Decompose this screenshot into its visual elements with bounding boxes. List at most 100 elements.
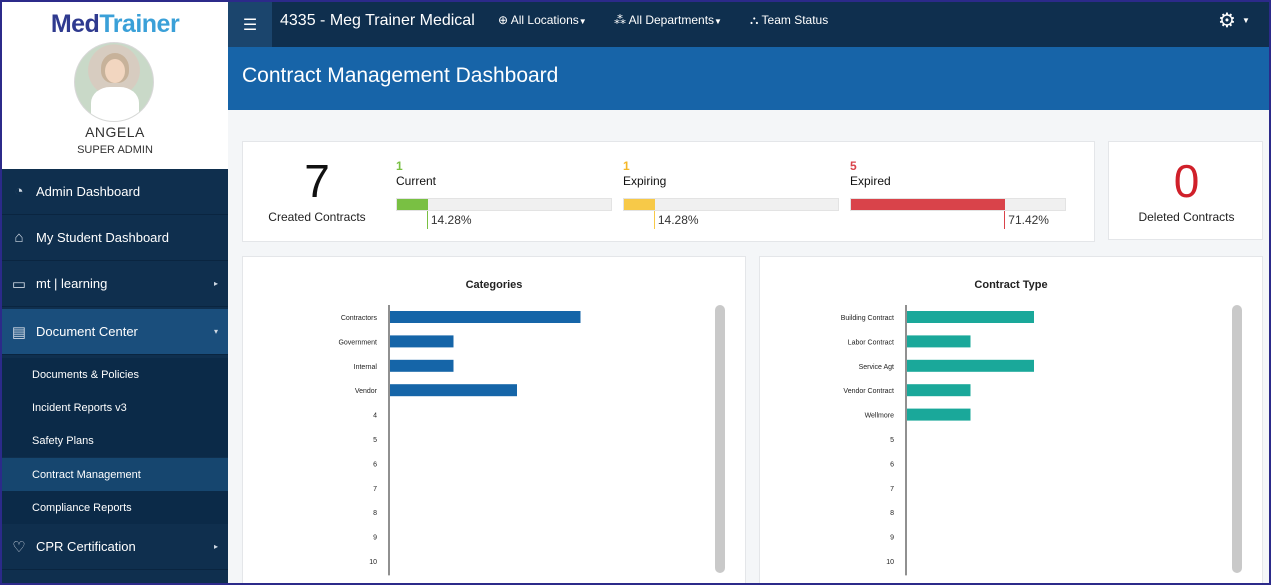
user-role: SUPER ADMIN (77, 144, 153, 156)
expiring-progress-fill (624, 199, 655, 210)
contract-type-tick-label: Vendor Contract (843, 388, 894, 395)
graduation-cap-icon: ⌂ (14, 229, 24, 246)
caret-down-icon: ▼ (578, 17, 587, 26)
contract-type-chart-card: Contract Type Building Contract Labor Con… (759, 256, 1263, 583)
categories-tick-label: 4 (373, 413, 377, 420)
locations-dropdown[interactable]: ⊕ All Locations▼ (498, 13, 587, 27)
sidebar-item-label: Admin Dashboard (36, 184, 141, 199)
categories-chart-scrollbar[interactable] (715, 305, 725, 573)
chevron-right-icon: ▸ (214, 542, 219, 551)
contract-type-tick-label: Service Agt (859, 364, 894, 371)
categories-tick-label: Internal (354, 364, 378, 371)
sidebar-item-mt-learning[interactable]: ▭ mt | learning ▸ (2, 261, 228, 307)
current-progress-tick (426, 211, 428, 229)
chevron-right-icon: ▸ (214, 279, 219, 288)
sidebar-item-label: Document Center (36, 324, 138, 339)
contract-type-bar[interactable] (907, 335, 971, 348)
app-logo[interactable]: MedTrainer (2, 10, 228, 39)
contract-type-tick-label: 8 (890, 510, 894, 517)
sidebar-item-admin-dashboard[interactable]: ◔ Admin Dashboard (2, 169, 228, 215)
expiring-count: 1 (623, 159, 630, 173)
page-header: Contract Management Dashboard (228, 47, 1269, 110)
avatar[interactable] (74, 42, 154, 122)
globe-icon: ⊕ (498, 13, 509, 27)
sidebar-item-label: My Student Dashboard (36, 230, 169, 245)
locations-label: All Locations (510, 13, 579, 27)
expiring-percent: 14.28% (657, 213, 699, 227)
expiring-progress-bar (623, 198, 839, 211)
created-contracts-label: Created Contracts (268, 210, 366, 224)
contract-type-bar[interactable] (907, 384, 971, 397)
heart-pulse-icon: ♡ (12, 538, 26, 556)
contract-type-chart-scrollbar[interactable] (1232, 305, 1242, 573)
expired-progress-tick (1004, 211, 1006, 229)
categories-tick-label: Vendor (355, 388, 378, 395)
contract-type-bar[interactable] (907, 311, 1034, 323)
expired-count: 5 (850, 159, 857, 173)
deleted-contracts-card: 0 Deleted Contracts (1108, 141, 1263, 240)
current-progress-bar (396, 198, 612, 211)
expiring-progress-tick (653, 211, 655, 229)
categories-bar[interactable] (390, 335, 454, 348)
contract-type-bar[interactable] (907, 359, 1034, 372)
top-navbar: ☰ 4335 - Meg Trainer Medical ⊕ All Locat… (228, 2, 1269, 47)
avatar-body (91, 87, 139, 121)
sidebar-subitem-incident-reports[interactable]: Incident Reports v3 (2, 391, 228, 424)
team-status-link[interactable]: ⛬ Team Status (750, 13, 828, 28)
categories-tick-label: Contractors (341, 315, 378, 322)
current-percent: 14.28% (430, 213, 472, 227)
departments-dropdown[interactable]: ⁂ All Departments▼ (614, 13, 722, 27)
hamburger-menu-button[interactable]: ☰ (228, 2, 272, 47)
sidebar-item-document-center[interactable]: ▤ Document Center ▾ (2, 309, 228, 355)
expiring-label: Expiring (623, 174, 667, 188)
categories-bar[interactable] (390, 384, 517, 397)
categories-tick-label: Government (338, 339, 377, 346)
contract-type-tick-label: Labor Contract (848, 339, 894, 346)
current-progress-fill (397, 199, 428, 210)
contract-type-tick-label: Wellmore (865, 413, 895, 420)
sidebar-item-cpr-certification[interactable]: ♡ CPR Certification ▸ (2, 524, 228, 570)
contract-type-tick-label: Building Contract (841, 315, 894, 322)
sidebar-subitem-contract-management[interactable]: Contract Management (2, 458, 228, 491)
caret-down-icon: ▼ (714, 17, 722, 26)
categories-tick-label: 5 (373, 437, 377, 444)
main-content: 7 Created Contracts 1 Current 14.28% 1 E… (228, 110, 1269, 583)
current-label: Current (396, 174, 437, 188)
categories-chart-title: Categories (465, 279, 523, 291)
categories-tick-label: 6 (373, 461, 377, 468)
expired-percent: 71.42% (1008, 213, 1049, 227)
caret-down-icon[interactable]: ▼ (1242, 16, 1250, 25)
categories-bar[interactable] (390, 311, 581, 323)
categories-tick-label: 7 (373, 486, 377, 493)
profile-panel: MedTrainer ANGELA SUPER ADMIN (2, 2, 228, 169)
logo-part-trainer: Trainer (99, 10, 180, 38)
user-name: ANGELA (85, 124, 145, 140)
book-icon: ▭ (11, 275, 27, 293)
avatar-face (105, 59, 125, 83)
categories-tick-label: 9 (373, 535, 377, 542)
contract-type-chart: Building Contract Labor Contract Service A… (841, 305, 1034, 576)
contract-type-bar[interactable] (907, 408, 971, 421)
team-icon: ⛬ (750, 13, 759, 27)
organization-title: 4335 - Meg Trainer Medical (280, 12, 475, 29)
page-title: Contract Management Dashboard (242, 64, 559, 87)
sidebar-subitem-compliance-reports[interactable]: Compliance Reports (2, 491, 228, 524)
contract-type-tick-label: 7 (890, 486, 894, 493)
created-contracts-count: 7 (304, 155, 330, 207)
deleted-contracts-count: 0 (1173, 155, 1200, 207)
team-status-label: Team Status (761, 13, 829, 27)
sidebar-item-my-student-dashboard[interactable]: ⌂ My Student Dashboard (2, 215, 228, 261)
sidebar-subitem-safety-plans[interactable]: Safety Plans (2, 424, 228, 457)
sidebar-subitem-documents-policies[interactable]: Documents & Policies (2, 358, 228, 391)
documents-icon: ▤ (11, 323, 27, 341)
categories-tick-label: 10 (369, 559, 377, 566)
gear-icon[interactable]: ⚙ (1218, 10, 1236, 32)
categories-tick-label: 8 (373, 510, 377, 517)
categories-chart-card: Categories Contractors Government Internal… (242, 256, 746, 583)
expired-progress-bar (850, 198, 1066, 211)
expired-progress-fill (851, 199, 1006, 210)
expired-label: Expired (850, 174, 891, 188)
departments-label: All Departments (628, 13, 715, 27)
categories-bar[interactable] (390, 359, 454, 372)
